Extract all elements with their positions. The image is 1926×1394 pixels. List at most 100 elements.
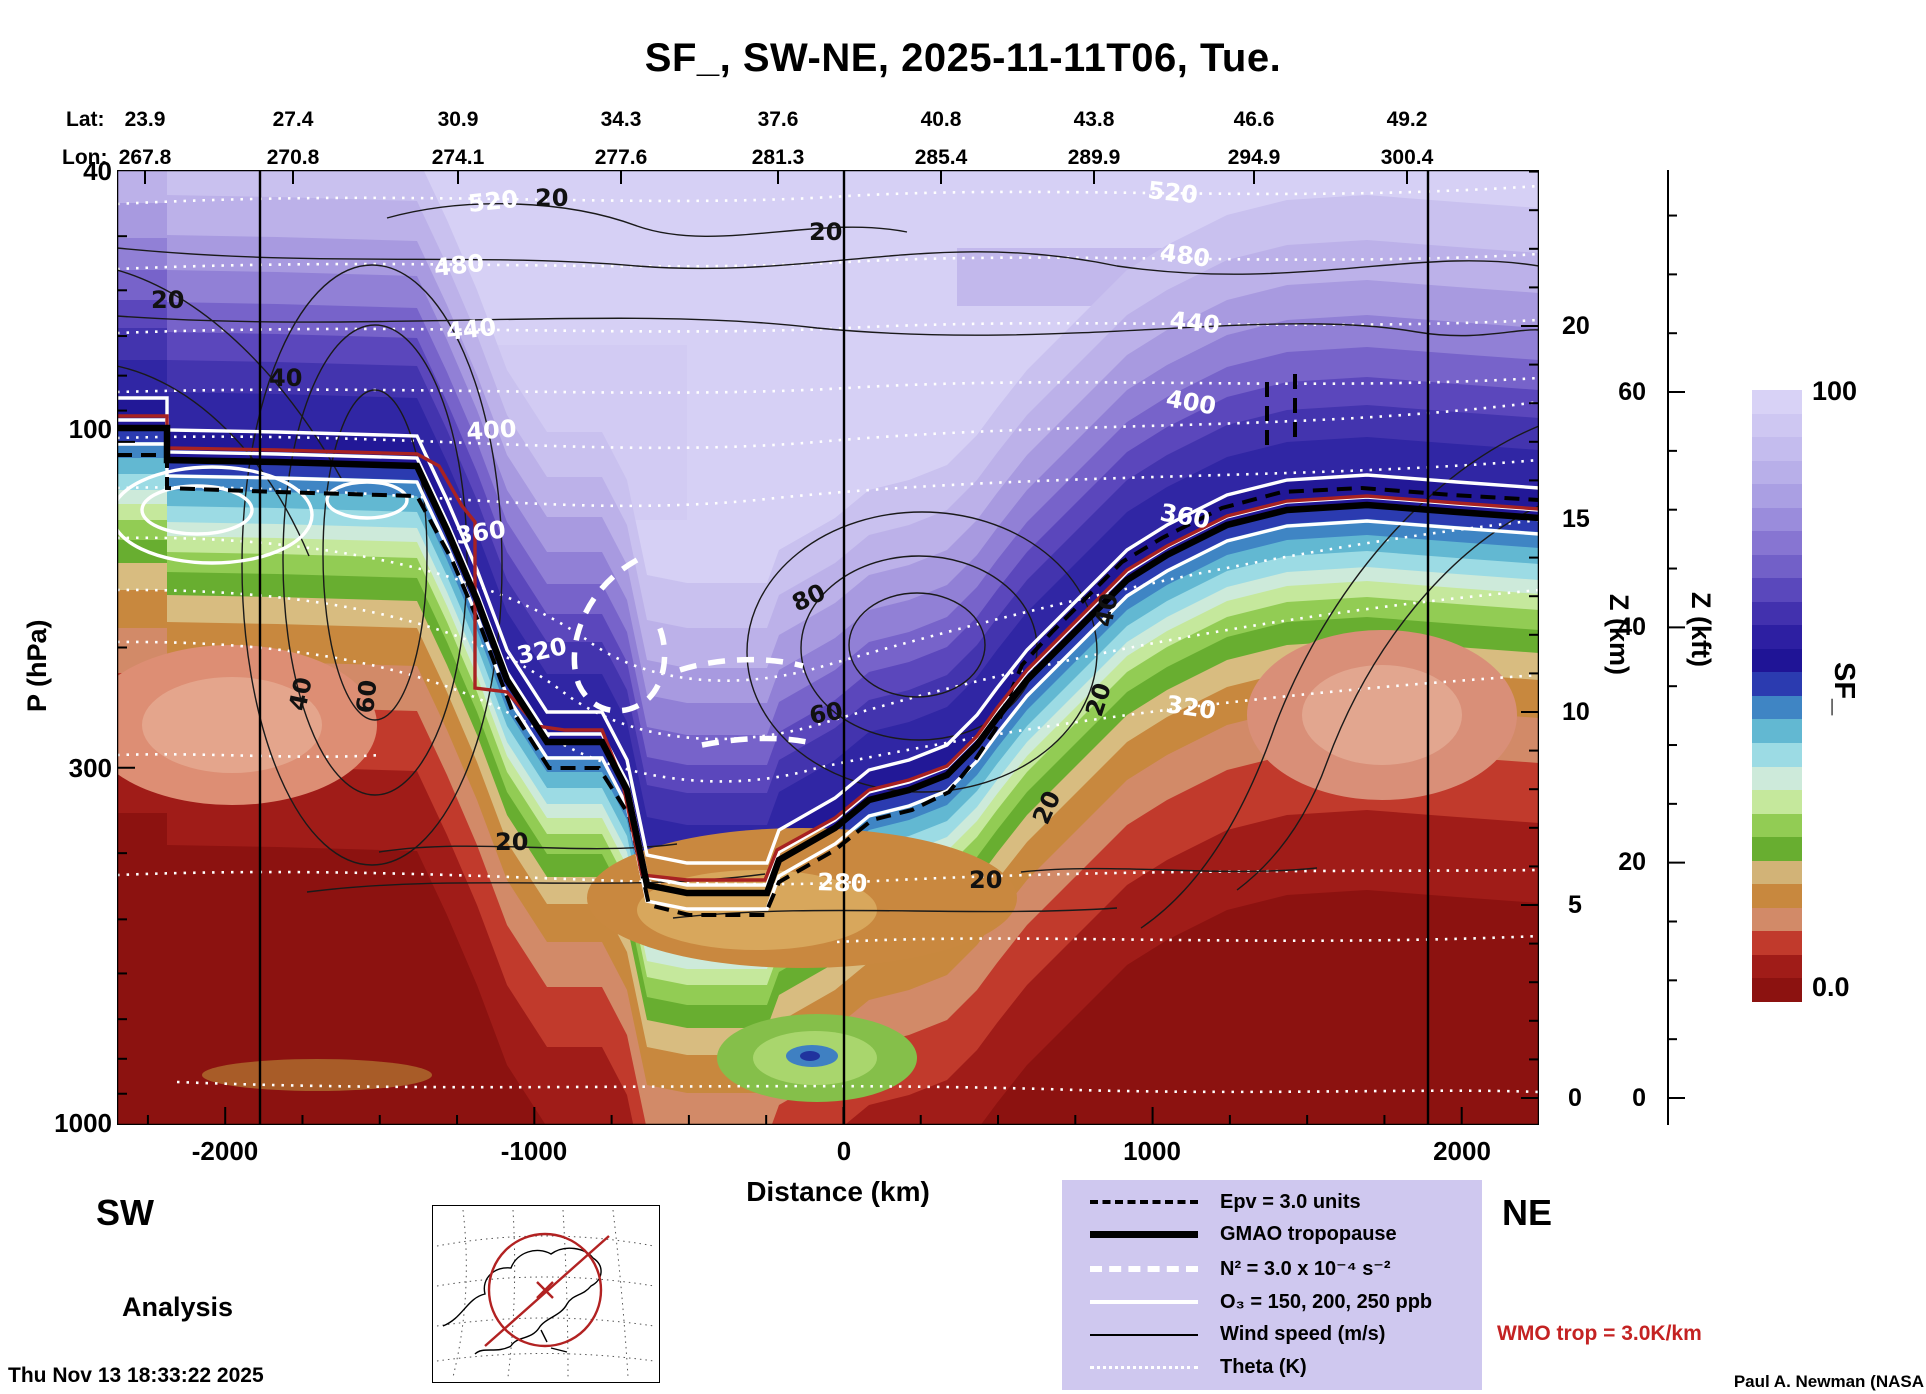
contour-label: 60 [807,697,845,730]
zkft-axis [1667,170,1685,1125]
distance-tick-label: -2000 [191,1136,259,1166]
sw-corner-label: SW [96,1192,154,1233]
analysis-label: Analysis [122,1292,234,1322]
contour-label: 440 [445,313,498,346]
contour-label: 20 [969,866,1002,894]
pressure-tick-label: 40 [83,156,112,186]
lat-value: 40.8 [920,108,962,131]
pressure-axis-label: P (hPa) [22,619,52,712]
reference-vertical-lines [258,170,1430,1125]
lon-value: 267.8 [118,146,172,169]
page-title: SF_, SW-NE, 2025-11-11T06, Tue. [644,36,1282,80]
colorbar-segment [1752,648,1802,673]
legend-item-theta: Theta (K) [1062,1356,1482,1379]
lat-value: 30.9 [437,108,479,131]
colorbar-segment [1752,860,1802,885]
zkft-tick-label: 40 [1618,613,1646,641]
colorbar-segment [1752,813,1802,838]
wmo-tropopause-line [117,414,1539,882]
lon-value: 300.4 [1380,146,1434,169]
colorbar-max-label: 100 [1812,376,1858,406]
colorbar-segment [1752,742,1802,767]
zkft-axis-label: Z (kft) [1686,592,1716,667]
map-inset-canvas [436,1209,655,1378]
colorbar-segment [1752,507,1802,532]
legend-label: Theta (K) [1220,1356,1307,1379]
pressure-tick-label: 300 [68,753,112,783]
legend-label: O₃ = 150, 200, 250 ppb [1220,1290,1433,1313]
lat-value: 46.6 [1233,108,1275,131]
distance-tick-label: -1000 [500,1136,568,1166]
creation-timestamp: Thu Nov 13 18:33:22 2025 [8,1364,264,1387]
contour-label: 520 [1146,176,1199,209]
colorbar-segment [1752,390,1802,414]
n2-contour [571,557,808,748]
legend-panel: Epv = 3.0 units GMAO tropopause N² = 3.0… [1062,1180,1482,1390]
contour-label: 40 [283,675,317,713]
colorbar-segment [1752,437,1802,461]
contour-fill [117,170,1539,1125]
colorbar-segment [1752,531,1802,555]
lat-value: 23.9 [124,108,166,131]
colorbar-segment [1752,884,1802,908]
distance-axis-label: Distance (km) [746,1176,930,1207]
legend-label: Wind speed (m/s) [1220,1323,1386,1346]
n2-line-sample [1090,1265,1198,1272]
map-inset [432,1205,660,1383]
distance-tick-label: 0 [836,1136,852,1166]
colorbar-segment [1752,578,1802,602]
colorbar-segment [1752,672,1802,696]
lon-value: 281.3 [751,146,805,169]
lon-value: 277.6 [594,146,648,169]
contour-label: 400 [465,415,517,446]
colorbar-segment [1752,601,1802,626]
lat-value: 49.2 [1386,108,1428,131]
colorbar-segment [1752,837,1802,861]
lon-value: 270.8 [266,146,320,169]
zkft-tick-label: 20 [1618,848,1646,876]
contour-label: 20 [151,286,184,314]
contour-label: 20 [535,184,568,212]
colorbar-title: SF_ [1828,662,1860,716]
wmo-trop-note: WMO trop = 3.0K/km [1497,1322,1702,1345]
contour-label: 520 [467,185,520,218]
zkm-tick-label: 20 [1562,312,1590,340]
map-graticule [436,1209,655,1378]
contour-label: 480 [1158,238,1212,273]
legend-item-n2: N² = 3.0 x 10⁻⁴ s⁻² [1062,1256,1482,1281]
distance-tick-label: 2000 [1433,1136,1491,1166]
colorbar-segment [1752,413,1802,438]
map-section-path [484,1232,610,1348]
legend-label: GMAO tropopause [1220,1223,1397,1246]
ozone-line-sample [1090,1300,1198,1305]
lon-value: 274.1 [431,146,485,169]
ne-corner-label: NE [1502,1192,1553,1233]
colorbar-segment [1752,790,1802,814]
colorbar [1752,390,1802,1002]
zkft-tick-label: 60 [1618,378,1646,406]
lon-value: 289.9 [1067,146,1121,169]
axis-ticks [117,170,1539,1125]
lon-value: 294.9 [1227,146,1281,169]
lon-row-label: Lon: [62,146,108,169]
colorbar-segment [1752,484,1802,508]
pressure-tick-label: 1000 [54,1108,112,1138]
lon-value: 285.4 [914,146,968,169]
contour-label: 60 [351,678,382,714]
colorbar-segment [1752,931,1802,955]
tropopause-line-sample [1090,1231,1198,1239]
zkft-tick-label: 0 [1632,1084,1646,1112]
contour-label: 40 [1089,591,1123,629]
contour-label: 280 [817,868,868,898]
colorbar-segment [1752,460,1802,485]
distance-tick-label: 1000 [1123,1136,1181,1166]
contour-label: 360 [454,515,508,550]
lat-value: 37.6 [757,108,799,131]
legend-label: Epv = 3.0 units [1220,1190,1361,1213]
legend-item-epv: Epv = 3.0 units [1062,1191,1482,1214]
lat-value: 34.3 [600,108,642,131]
legend-label: N² = 3.0 x 10⁻⁴ s⁻² [1220,1258,1391,1281]
colorbar-segment [1752,719,1802,743]
